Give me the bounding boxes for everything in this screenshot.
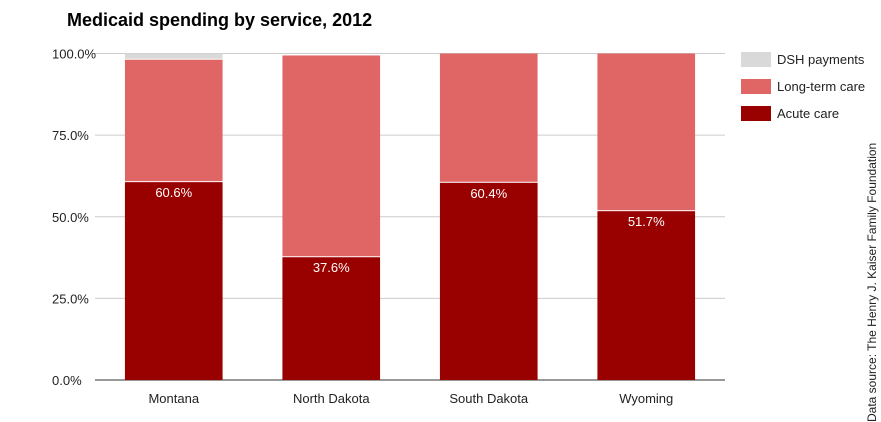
legend-swatch xyxy=(741,79,771,94)
data-source: Data source: The Henry J. Kaiser Family … xyxy=(865,143,879,422)
bar-acute-care xyxy=(597,211,696,380)
y-tick-label: 75.0% xyxy=(52,128,89,143)
x-tick-label: Wyoming xyxy=(619,391,673,406)
data-label: 37.6% xyxy=(313,260,350,275)
legend-label: DSH payments xyxy=(777,52,865,67)
y-tick-label: 100.0% xyxy=(52,47,97,62)
y-tick-label: 25.0% xyxy=(52,291,89,306)
bar-dsh-payments xyxy=(124,53,223,59)
bar-long-term-care xyxy=(597,53,696,211)
legend-swatch xyxy=(741,52,771,67)
bar-acute-care xyxy=(439,182,538,380)
bar-long-term-care xyxy=(439,53,538,182)
bar-long-term-care xyxy=(124,59,223,182)
x-tick-label: Montana xyxy=(148,391,199,406)
legend-swatch xyxy=(741,106,771,121)
bar-long-term-care xyxy=(282,55,381,257)
legend-label: Acute care xyxy=(777,106,839,121)
x-tick-label: South Dakota xyxy=(449,391,529,406)
legend-label: Long-term care xyxy=(777,79,865,94)
data-label: 51.7% xyxy=(628,214,665,229)
x-tick-label: North Dakota xyxy=(293,391,370,406)
y-tick-label: 50.0% xyxy=(52,210,89,225)
chart-title: Medicaid spending by service, 2012 xyxy=(67,10,372,30)
data-label: 60.6% xyxy=(155,185,192,200)
bar-acute-care xyxy=(282,257,381,380)
data-label: 60.4% xyxy=(470,186,507,201)
y-tick-label: 0.0% xyxy=(52,373,82,388)
bar-acute-care xyxy=(124,182,223,380)
